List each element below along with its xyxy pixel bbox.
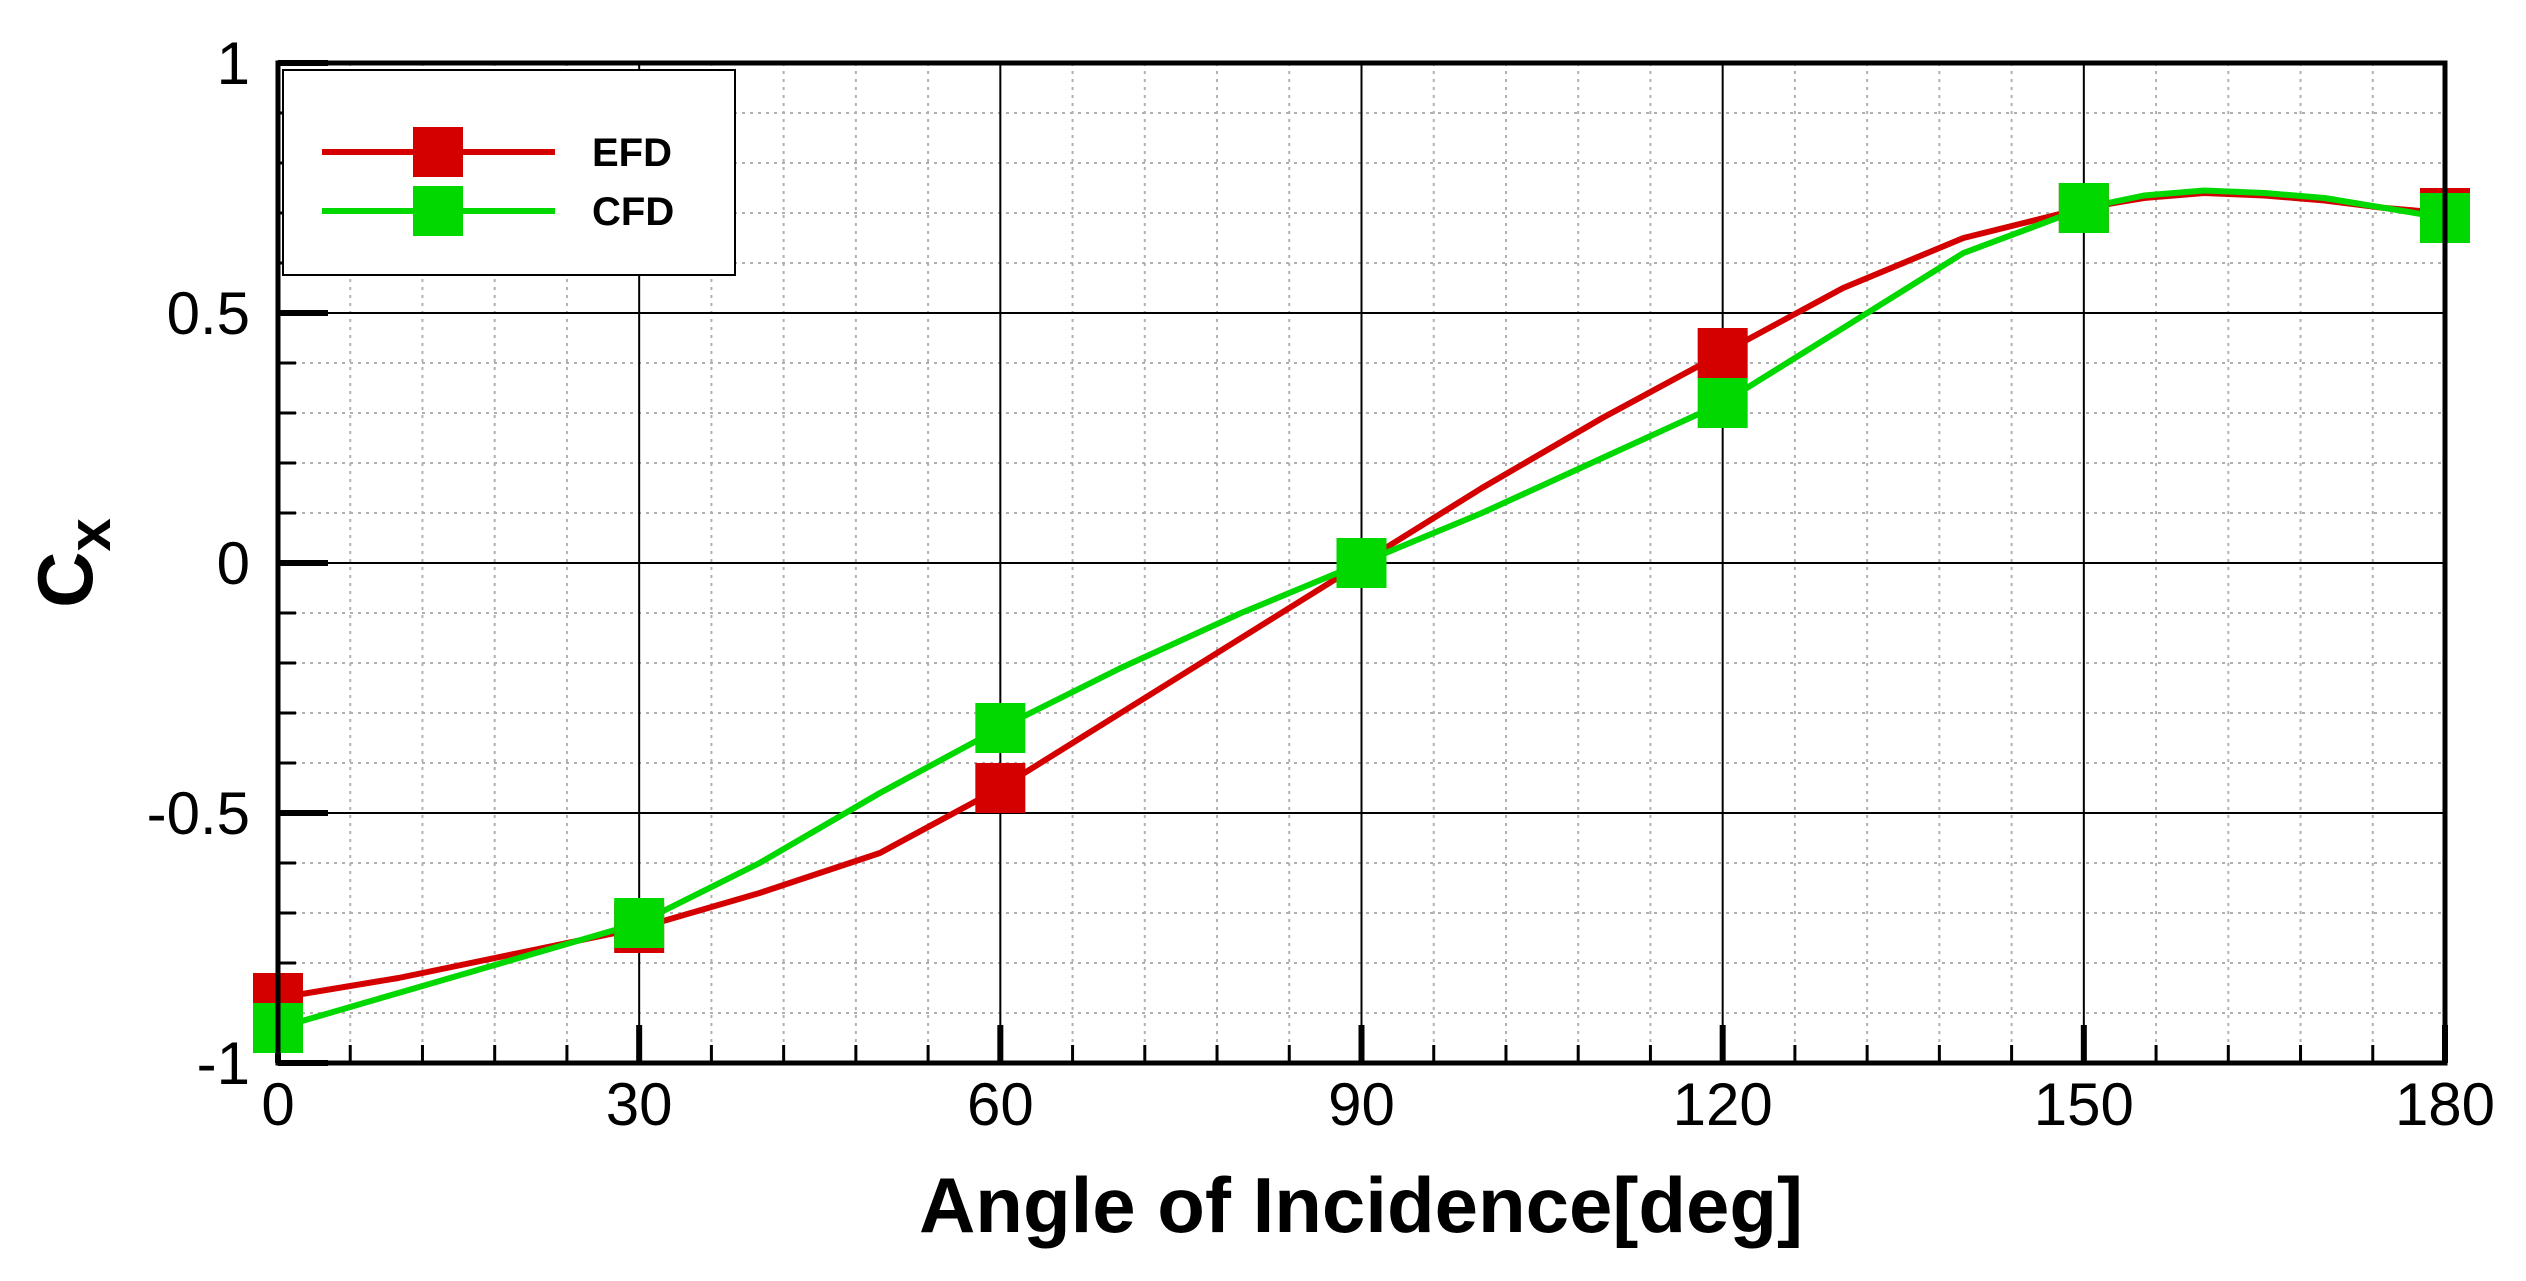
x-tick-label: 120 <box>1673 1071 1773 1138</box>
legend-cfd-marker <box>413 186 463 236</box>
x-axis-title: Angle of Incidence[deg] <box>919 1161 1803 1249</box>
marker-efd <box>1697 328 1748 378</box>
marker-efd <box>975 763 1026 813</box>
marker-cfd <box>2058 183 2109 233</box>
y-tick-label: 0 <box>217 530 250 597</box>
y-axis-title-main: C <box>21 552 109 608</box>
marker-cfd <box>1336 538 1387 588</box>
y-tick-label: -0.5 <box>147 780 250 847</box>
legend: EFD CFD <box>282 69 736 276</box>
x-tick-label: 60 <box>967 1071 1034 1138</box>
legend-cfd-label: CFD <box>592 190 674 234</box>
y-tick-label: -1 <box>197 1030 250 1097</box>
legend-efd-label: EFD <box>592 131 672 175</box>
y-axis-title: Cx <box>21 518 123 608</box>
marker-cfd <box>614 898 665 948</box>
tick-marks <box>275 60 2448 1066</box>
svg-text:Cx: Cx <box>21 518 123 608</box>
y-axis-title-subscript: x <box>56 518 123 551</box>
series-lines <box>275 187 2448 1031</box>
x-tick-label: 30 <box>606 1071 673 1138</box>
x-tick-labels: 0 30 60 90 120 150 180 <box>261 1071 2495 1138</box>
x-tick-label: 90 <box>1328 1071 1395 1138</box>
series-line-cfd <box>275 187 2448 1031</box>
marker-cfd <box>975 703 1026 753</box>
legend-box <box>282 69 736 276</box>
plot-area-border <box>275 60 2448 1066</box>
y-tick-labels: -1 -0.5 0 0.5 1 <box>147 30 250 1097</box>
y-tick-label: 1 <box>217 30 250 97</box>
legend-entry-efd: EFD <box>322 127 672 177</box>
marker-cfd <box>1697 378 1748 428</box>
y-tick-label: 0.5 <box>167 280 250 347</box>
x-tick-label: 0 <box>261 1071 294 1138</box>
x-tick-label: 150 <box>2034 1071 2134 1138</box>
legend-efd-marker <box>413 127 463 177</box>
x-tick-label: 180 <box>2395 1071 2495 1138</box>
legend-entry-cfd: CFD <box>322 186 674 236</box>
